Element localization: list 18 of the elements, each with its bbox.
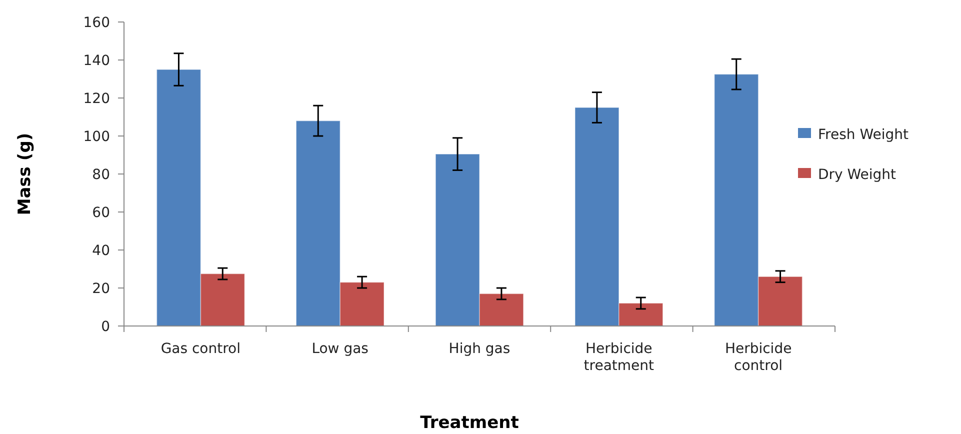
y-tick-label: 20 xyxy=(92,280,110,297)
x-tick-label: Gas control xyxy=(160,341,241,357)
legend-label: Dry Weight xyxy=(818,166,897,183)
x-tick-label: Herbicide control xyxy=(724,341,792,374)
y-tick-label: 160 xyxy=(83,14,110,31)
y-tick-label: 140 xyxy=(83,52,110,69)
y-tick-label: 80 xyxy=(92,166,110,183)
y-tick-label: 0 xyxy=(101,318,110,335)
y-tick-label: 40 xyxy=(92,242,110,259)
y-tick-label: 120 xyxy=(83,90,110,107)
y-axis-title: Mass (g) xyxy=(15,132,35,216)
x-tick-label: Herbicide treatment xyxy=(584,341,655,374)
x-tick-label: Low gas xyxy=(312,341,368,357)
x-axis-title: Treatment xyxy=(420,413,519,433)
legend-label: Fresh Weight xyxy=(818,126,909,143)
y-tick-label: 60 xyxy=(92,204,110,221)
x-tick-label: High gas xyxy=(448,341,510,357)
y-tick-label: 100 xyxy=(83,128,110,145)
